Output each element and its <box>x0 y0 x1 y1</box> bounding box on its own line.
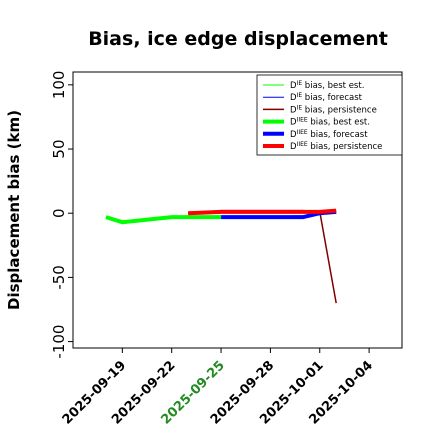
legend-entry: DIIEE bias, best est. <box>290 117 370 128</box>
y-axis: -100 -50 0 50 100 <box>50 71 73 359</box>
y-axis-label: Displacement bias (km) <box>5 110 23 310</box>
legend-entry-name: D <box>290 118 297 128</box>
y-tick-label: -100 <box>50 325 68 359</box>
legend-entry: DIE bias, persistence <box>290 104 377 115</box>
legend-entry-name: D <box>290 81 297 91</box>
series-line-2 <box>188 209 337 304</box>
legend-entry-superscript: IE <box>297 92 303 99</box>
legend-entry-suffix: bias, best est. <box>302 81 364 91</box>
legend-entry-superscript: IIEE <box>297 141 308 148</box>
x-axis: 2025-09-192025-09-222025-09-252025-09-28… <box>60 348 376 428</box>
legend-entry-name: D <box>290 105 297 115</box>
series-line-3 <box>105 215 222 225</box>
legend-entry-suffix: bias, forecast <box>302 93 363 103</box>
series-line-5 <box>188 208 337 216</box>
legend-entry-superscript: IE <box>297 80 303 87</box>
legend-entry-name: D <box>290 142 297 152</box>
legend-entry-suffix: bias, persistence <box>308 142 383 152</box>
legend-entry-suffix: bias, persistence <box>302 105 377 115</box>
plot-frame <box>72 71 403 349</box>
legend-entry-suffix: bias, forecast <box>308 130 369 140</box>
legend-entry: DIE bias, best est. <box>290 80 364 91</box>
legend-entry-name: D <box>290 130 297 140</box>
legend-entry-superscript: IIEE <box>297 117 308 124</box>
legend-entry-superscript: IIEE <box>297 129 308 136</box>
legend: DIE bias, best est.DIE bias, forecastDIE… <box>256 74 403 156</box>
legend-entry: DIE bias, forecast <box>290 92 363 103</box>
y-tick-label: -50 <box>50 265 68 290</box>
y-tick-label: 50 <box>50 139 68 158</box>
y-tick-label: 0 <box>50 208 68 218</box>
legend-entry-name: D <box>290 93 297 103</box>
y-tick-label: 100 <box>50 71 68 100</box>
series-layer <box>105 208 337 304</box>
chart-title: Bias, ice edge displacement <box>88 28 388 50</box>
legend-entry-suffix: bias, best est. <box>308 118 370 128</box>
legend-entry: DIIEE bias, persistence <box>290 141 382 152</box>
legend-box <box>256 74 403 156</box>
legend-entry: DIIEE bias, forecast <box>290 129 368 140</box>
legend-entry-superscript: IE <box>297 104 303 111</box>
